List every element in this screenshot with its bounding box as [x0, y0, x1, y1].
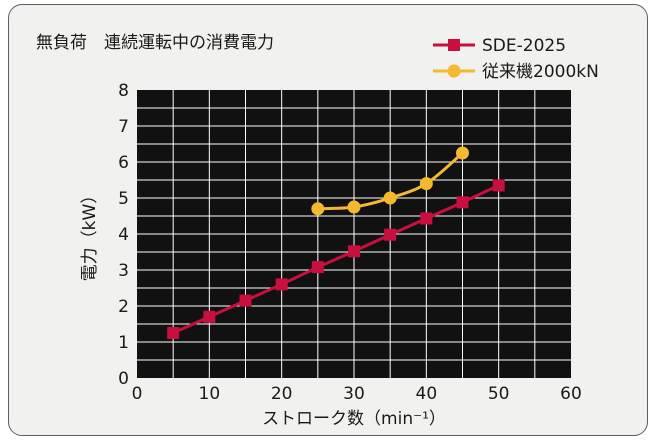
data-point	[311, 202, 325, 216]
data-point	[420, 212, 433, 225]
legend: SDE-2025 従来機2000kN	[433, 36, 599, 82]
x-tick-label: 50	[488, 384, 510, 404]
tick-labels: 0 10 20 30 40 50 60 0 1 2 3 4 5 6 7 8	[118, 81, 582, 404]
x-tick-label: 20	[271, 384, 293, 404]
x-tick-label: 60	[560, 384, 582, 404]
legend-item: SDE-2025	[433, 36, 566, 56]
legend-item: 従来機2000kN	[433, 62, 599, 82]
data-point	[348, 245, 360, 258]
y-tick-label: 6	[118, 153, 129, 173]
data-point	[167, 327, 180, 339]
data-point	[311, 261, 324, 274]
y-tick-label: 7	[118, 117, 129, 137]
series-1	[167, 179, 505, 339]
y-tick-label: 2	[118, 297, 129, 317]
y-tick-label: 0	[118, 369, 129, 389]
x-tick-label: 10	[199, 384, 221, 404]
y-tick-label: 4	[118, 225, 129, 245]
legend-marker	[447, 64, 461, 78]
data-point	[492, 179, 505, 192]
chart-title: 無負荷 連続運転中の消費電力	[36, 33, 274, 53]
legend-label: 従来機2000kN	[482, 62, 599, 82]
data-point	[203, 310, 216, 323]
data-point	[239, 294, 252, 307]
data-point	[384, 228, 397, 241]
data-point	[275, 278, 288, 291]
y-tick-label: 1	[118, 333, 129, 353]
x-tick-label: 40	[416, 384, 438, 404]
legend-label: SDE-2025	[482, 36, 566, 56]
y-tick-label: 8	[118, 81, 129, 101]
series-line	[172, 184, 500, 335]
data-point	[383, 191, 397, 205]
y-tick-label: 5	[118, 189, 129, 209]
x-tick-label: 30	[343, 384, 365, 404]
series-layer	[167, 146, 505, 339]
data-point	[419, 177, 433, 191]
data-point	[347, 200, 361, 214]
data-point	[456, 146, 469, 160]
y-tick-label: 3	[118, 261, 129, 281]
x-tick-label: 0	[132, 384, 143, 404]
legend-marker	[448, 39, 460, 51]
x-axis-label: ストローク数（min⁻¹）	[262, 409, 446, 429]
series-2	[311, 146, 469, 216]
y-axis-label: 電力（kW）	[80, 187, 100, 282]
data-point	[456, 196, 469, 209]
